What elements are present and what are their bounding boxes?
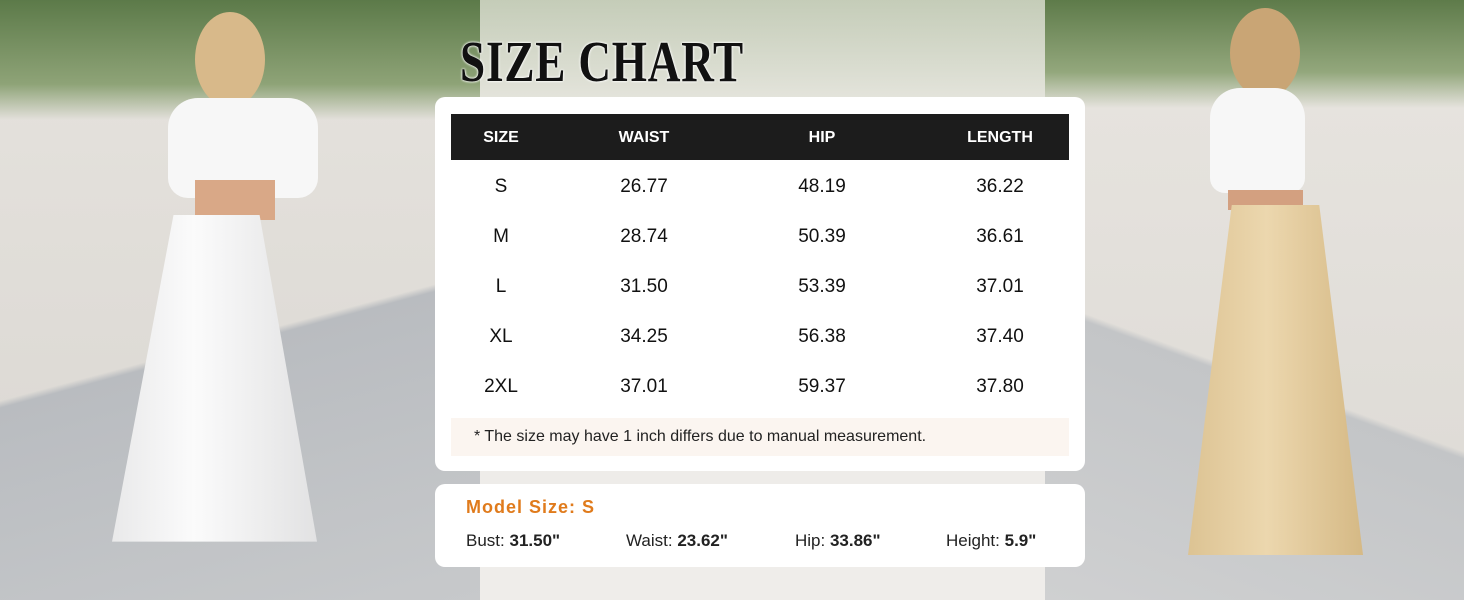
- table-cell-waist: 34.25: [620, 326, 668, 347]
- model-right-head: [1230, 8, 1300, 98]
- page-title: SIZE CHART: [460, 29, 745, 94]
- table-cell-size: 2XL: [484, 376, 518, 397]
- measurement-label: Bust:: [466, 531, 505, 550]
- header-hip: HIP: [808, 129, 836, 146]
- table-cell-waist: 28.74: [620, 226, 668, 247]
- table-cell-hip: 48.19: [798, 176, 846, 197]
- measurement-label: Hip:: [795, 531, 826, 550]
- table-cell-size: S: [494, 176, 508, 197]
- table-cell-length: 37.80: [976, 376, 1024, 397]
- table-cell-length: 36.22: [976, 176, 1024, 197]
- measurement-label: Height:: [946, 531, 1000, 550]
- measurement-value: 31.50": [509, 531, 561, 550]
- table-cell-length: 36.61: [976, 226, 1024, 247]
- model-measurement: Hip: 33.86": [795, 531, 881, 551]
- table-cell-waist: 26.77: [620, 176, 668, 197]
- measurement-value: 5.9": [1004, 531, 1037, 550]
- model-measurement: Bust: 31.50": [466, 531, 560, 551]
- header-waist: WAIST: [618, 129, 670, 146]
- table-header: SIZE WAIST HIP LENGTH: [451, 114, 1069, 160]
- header-size: SIZE: [483, 129, 519, 146]
- measurement-value: 23.62": [677, 531, 728, 550]
- measurement-label: Waist:: [626, 531, 673, 550]
- table-cell-length: 37.40: [976, 326, 1024, 347]
- table-cell-waist: 37.01: [620, 376, 668, 397]
- model-measurement: Waist: 23.62": [626, 531, 728, 551]
- header-length: LENGTH: [967, 129, 1033, 146]
- model-left-head: [195, 12, 265, 107]
- model-measurement: Height: 5.9": [946, 531, 1036, 551]
- model-size-card: Model Size: S Bust: 31.50" Waist: 23.62" H…: [435, 484, 1085, 567]
- table-cell-length: 37.01: [976, 276, 1024, 297]
- model-right-top: [1210, 88, 1305, 193]
- table-cell-size: M: [493, 226, 509, 247]
- table-cell-hip: 56.38: [798, 326, 846, 347]
- table-cell-hip: 59.37: [798, 376, 846, 397]
- model-left-waist: [195, 180, 275, 220]
- table-cell-hip: 50.39: [798, 226, 846, 247]
- measurement-value: 33.86": [829, 531, 881, 550]
- table-cell-size: XL: [489, 326, 513, 347]
- note-text: * The size may have 1 inch differs due t…: [474, 428, 927, 445]
- table-cell-waist: 31.50: [620, 276, 668, 297]
- size-table-card: SIZE WAIST HIP LENGTH S 26.77 48.19 36.22 M 2…: [435, 97, 1085, 471]
- table-cell-hip: 53.39: [798, 276, 846, 297]
- measurement-note: * The size may have 1 inch differs due t…: [451, 418, 1069, 456]
- model-size-heading: Model Size: S: [466, 497, 596, 517]
- table-cell-size: L: [495, 276, 507, 297]
